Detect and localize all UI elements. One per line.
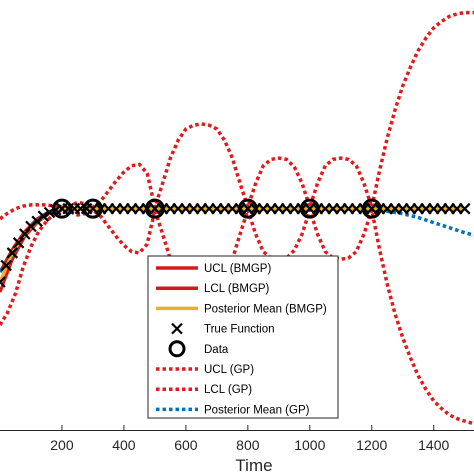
legend-item-lcl-bmgp: LCL (BMGP) xyxy=(156,283,270,295)
legend-item-ucl-bmgp: UCL (BMGP) xyxy=(156,263,271,275)
x-tick-label: 800 xyxy=(236,437,260,453)
x-tick-label: 600 xyxy=(174,437,198,453)
legend-label: Posterior Mean (BMGP) xyxy=(204,303,327,315)
legend-label: Posterior Mean (GP) xyxy=(204,404,310,416)
legend-swatch xyxy=(171,322,183,335)
data-point-marker xyxy=(144,198,165,219)
legend-item-lcl-gp: LCL (GP) xyxy=(156,384,252,396)
legend-item-posterior-mean-bmgp: Posterior Mean (BMGP) xyxy=(156,303,327,315)
legend-item-posterior-mean-gp: Posterior Mean (GP) xyxy=(156,404,310,416)
true-function-marker xyxy=(6,247,19,259)
legend-label: UCL (GP) xyxy=(204,364,254,376)
series-data xyxy=(51,198,382,219)
x-tick-label: 400 xyxy=(112,437,136,453)
true-function-marker xyxy=(0,276,6,288)
legend-item-true-function: True Function xyxy=(171,322,275,336)
true-function-marker xyxy=(0,259,12,272)
line-lcl-gp xyxy=(0,208,474,426)
legend-label: Data xyxy=(204,344,229,356)
legend-box xyxy=(147,255,339,419)
x-tick-label: 1400 xyxy=(418,437,449,453)
legend-item-data: Data xyxy=(168,340,229,358)
legend-label: LCL (GP) xyxy=(204,384,252,396)
true-function-marker xyxy=(37,210,50,223)
true-function-marker xyxy=(458,202,471,215)
true-function-marker xyxy=(12,237,25,249)
legend-swatch xyxy=(168,340,186,358)
legend-label: True Function xyxy=(204,324,275,336)
data-point-marker xyxy=(82,198,103,219)
legend-label: LCL (BMGP) xyxy=(204,283,270,295)
x-tick-label: 200 xyxy=(50,437,74,453)
series-lcl-gp xyxy=(0,208,474,426)
x-tick-label: 1000 xyxy=(294,437,325,453)
legend-label: UCL (BMGP) xyxy=(204,263,271,275)
legend-item-ucl-gp: UCL (GP) xyxy=(156,364,254,376)
x-ticks: 200 400 600 800 1000 1200 1400 xyxy=(50,425,450,453)
data-point-marker xyxy=(361,198,382,219)
series-layer xyxy=(0,10,474,426)
data-point-marker xyxy=(237,198,258,219)
x-tick-label: 1200 xyxy=(356,437,387,453)
axes-layer: 200 400 600 800 1000 1200 1400 Time xyxy=(0,425,474,474)
legend: UCL (BMGP) LCL (BMGP) Posterior Mean (BMGP… xyxy=(147,255,339,419)
x-axis-title: Time xyxy=(235,456,272,474)
data-point-marker xyxy=(51,198,72,219)
data-point-marker xyxy=(299,198,320,219)
